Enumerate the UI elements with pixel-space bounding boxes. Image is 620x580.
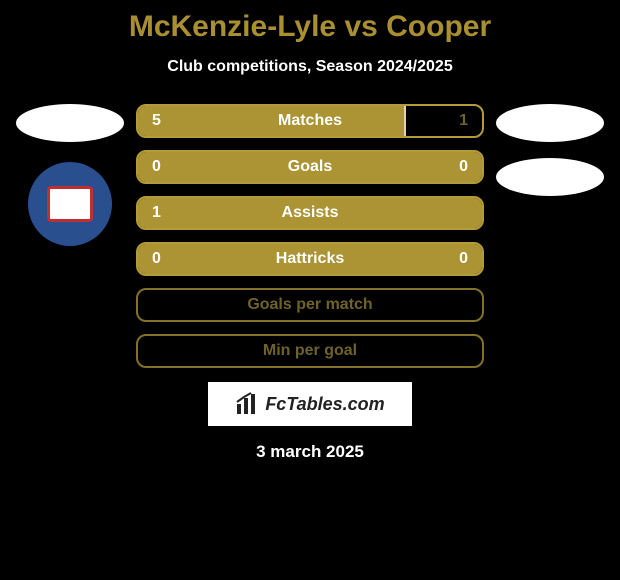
content-row: 5 Matches 1 0 Goals 0 1 Assists 0 Hattricks 0 Goals… bbox=[10, 104, 610, 368]
stat-label: Goals bbox=[288, 158, 332, 176]
stat-label: Matches bbox=[278, 112, 342, 130]
stat-left-value: 1 bbox=[152, 204, 161, 222]
badge-placeholder bbox=[496, 158, 604, 196]
root: McKenzie-Lyle vs Cooper Club competition… bbox=[0, 0, 620, 580]
stat-bar: 0 Goals 0 bbox=[136, 150, 484, 184]
stat-bar: 5 Matches 1 bbox=[136, 104, 484, 138]
stat-bar: Min per goal bbox=[136, 334, 484, 368]
club-badge-oxford-city bbox=[28, 162, 112, 246]
stat-bar: 0 Hattricks 0 bbox=[136, 242, 484, 276]
stat-label: Min per goal bbox=[263, 342, 357, 360]
badge-placeholder bbox=[496, 104, 604, 142]
watermark: FcTables.com bbox=[208, 382, 412, 426]
stat-left-value: 0 bbox=[152, 250, 161, 268]
page-title: McKenzie-Lyle vs Cooper bbox=[10, 10, 610, 44]
stats-bars: 5 Matches 1 0 Goals 0 1 Assists 0 Hattricks 0 Goals… bbox=[130, 104, 490, 368]
stat-right-value: 1 bbox=[459, 112, 468, 130]
stat-right-value: 0 bbox=[459, 250, 468, 268]
stat-label: Goals per match bbox=[247, 296, 372, 314]
stat-label: Hattricks bbox=[276, 250, 344, 268]
stat-bar: Goals per match bbox=[136, 288, 484, 322]
date-text: 3 march 2025 bbox=[10, 442, 610, 462]
stat-label: Assists bbox=[282, 204, 339, 222]
stat-bar-fill bbox=[138, 106, 406, 136]
stat-left-value: 5 bbox=[152, 112, 161, 130]
chart-icon bbox=[235, 392, 259, 416]
subtitle: Club competitions, Season 2024/2025 bbox=[10, 58, 610, 76]
badge-placeholder bbox=[16, 104, 124, 142]
right-badge-column bbox=[490, 104, 610, 216]
stat-bar: 1 Assists bbox=[136, 196, 484, 230]
stat-left-value: 0 bbox=[152, 158, 161, 176]
left-badge-column bbox=[10, 104, 130, 246]
stat-right-value: 0 bbox=[459, 158, 468, 176]
watermark-text: FcTables.com bbox=[265, 394, 384, 415]
